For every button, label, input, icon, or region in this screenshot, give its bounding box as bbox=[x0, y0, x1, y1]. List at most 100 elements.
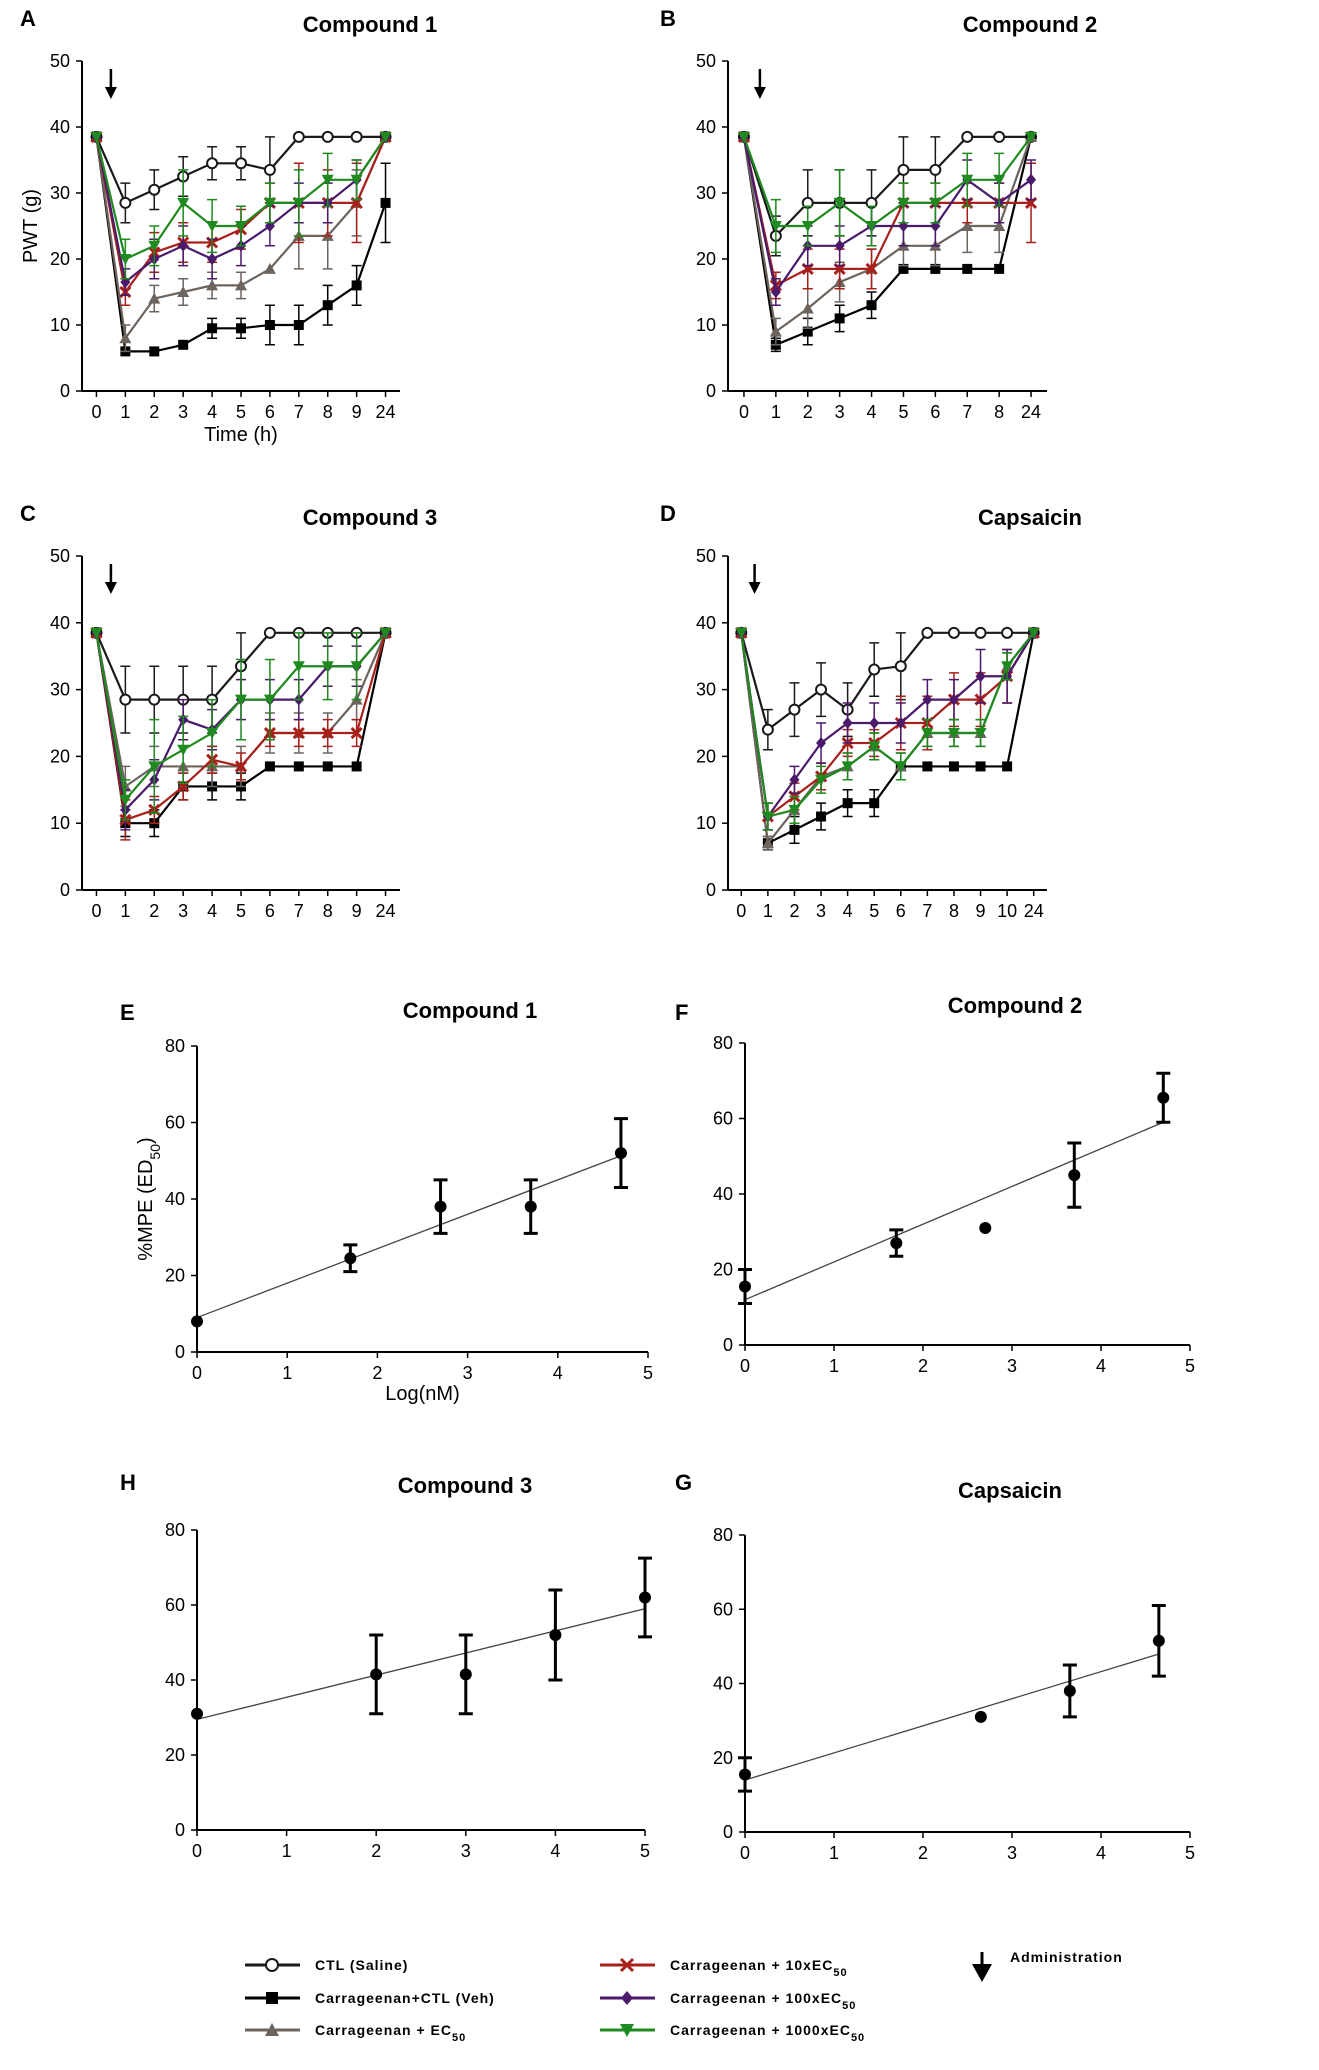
legend-label: Administration bbox=[1010, 1949, 1123, 1965]
data-point bbox=[119, 693, 132, 706]
panel-title: Compound 1 bbox=[403, 998, 537, 1023]
fit-line bbox=[744, 1653, 1160, 1781]
panel-letter: H bbox=[120, 1470, 136, 1495]
panel-letter: D bbox=[660, 501, 676, 526]
y-tick-label: 80 bbox=[165, 1520, 185, 1540]
series-line bbox=[740, 632, 1035, 820]
panel-title: Compound 2 bbox=[948, 993, 1082, 1018]
x-tick-label: 7 bbox=[962, 402, 972, 422]
data-point bbox=[833, 197, 846, 209]
y-tick-label: 0 bbox=[175, 1820, 185, 1840]
legend-item-veh: Carrageenan+CTL (Veh) bbox=[245, 1990, 495, 2006]
data-point bbox=[769, 221, 782, 232]
data-point bbox=[894, 761, 907, 773]
x-tick-label: 5 bbox=[236, 402, 246, 422]
y-tick-label: 40 bbox=[696, 117, 716, 137]
y-tick-label: 40 bbox=[165, 1189, 185, 1209]
x-tick-label: 7 bbox=[294, 402, 304, 422]
x-tick-label: 1 bbox=[829, 1843, 839, 1863]
series-x1000 bbox=[737, 131, 1038, 254]
panel-H: H Compound 3 0 1 2 3 4 5 0 20 40 60 80 bbox=[120, 1470, 652, 1861]
data-point bbox=[922, 693, 933, 706]
data-point bbox=[207, 323, 218, 334]
x-tick-label: 1 bbox=[120, 901, 130, 921]
x-tick-label: 4 bbox=[867, 402, 877, 422]
data-point bbox=[379, 131, 392, 143]
data-point bbox=[148, 292, 161, 304]
y-tick-label: 60 bbox=[713, 1109, 733, 1129]
data-point bbox=[350, 174, 363, 186]
data-point bbox=[206, 279, 219, 291]
x-tick-label: 3 bbox=[178, 901, 188, 921]
fit-line bbox=[196, 1155, 622, 1319]
data-point bbox=[869, 717, 880, 729]
panel-title: Compound 1 bbox=[303, 12, 437, 37]
data-point bbox=[961, 130, 974, 143]
data-point bbox=[206, 157, 219, 170]
data-point bbox=[178, 239, 189, 252]
y-tick-label: 20 bbox=[713, 1748, 733, 1768]
x-tick-label: 2 bbox=[918, 1843, 928, 1863]
data-point bbox=[263, 163, 276, 176]
data-point bbox=[148, 693, 161, 706]
panel-F: F Compound 2 0 1 2 3 4 5 0 20 40 60 80 bbox=[675, 993, 1195, 1376]
panel-B: B Compound 2 0 1 2 3 4 5 6 7 8 24 0 10 20 30 40 50 bbox=[660, 6, 1097, 422]
x-tick-label: 0 bbox=[740, 1356, 750, 1376]
data-point bbox=[842, 798, 853, 809]
panel-letter: G bbox=[675, 1470, 692, 1495]
y-tick-label: 30 bbox=[50, 183, 70, 203]
x-axis-label: Time (h) bbox=[204, 424, 278, 446]
panel-letter: B bbox=[660, 6, 676, 31]
y-tick-label: 40 bbox=[713, 1674, 733, 1694]
legend-label: Carrageenan + 10xEC50 bbox=[670, 1957, 848, 1979]
x-tick-label: 3 bbox=[1007, 1843, 1017, 1863]
data-point bbox=[789, 824, 800, 835]
y-tick-label: 60 bbox=[165, 1113, 185, 1133]
data-point bbox=[1001, 661, 1014, 673]
x-tick-label: 2 bbox=[803, 402, 813, 422]
legend-marker bbox=[621, 1991, 633, 2005]
data-point bbox=[235, 157, 247, 170]
data-point bbox=[993, 174, 1006, 186]
data-point bbox=[975, 670, 986, 683]
legend-marker bbox=[266, 1992, 278, 2004]
y-tick-label: 20 bbox=[696, 746, 716, 766]
data-point bbox=[962, 263, 973, 274]
data-point bbox=[119, 794, 132, 806]
data-point bbox=[380, 197, 391, 208]
y-axis-label-close: ) bbox=[135, 1137, 157, 1144]
data-point bbox=[148, 761, 161, 773]
data-point bbox=[263, 262, 276, 274]
y-tick-label: 10 bbox=[50, 813, 70, 833]
y-tick-label: 0 bbox=[706, 880, 716, 900]
data-point bbox=[930, 263, 941, 274]
data-point bbox=[801, 302, 814, 314]
data-point bbox=[1068, 1169, 1081, 1182]
x-tick-label: 24 bbox=[1024, 901, 1044, 921]
data-point bbox=[842, 717, 853, 729]
data-point bbox=[897, 163, 910, 176]
legend-item-administration: Administration bbox=[972, 1949, 1123, 1982]
data-point bbox=[119, 196, 132, 209]
panel-letter: A bbox=[20, 6, 36, 31]
y-tick-label: 20 bbox=[165, 1745, 185, 1765]
data-point bbox=[761, 837, 774, 849]
data-point bbox=[897, 197, 910, 209]
data-point bbox=[1063, 1684, 1076, 1697]
y-tick-label: 20 bbox=[713, 1260, 733, 1280]
data-point bbox=[974, 1710, 987, 1723]
data-point bbox=[737, 131, 750, 143]
panel-title: Compound 3 bbox=[398, 1473, 532, 1498]
data-point bbox=[865, 262, 878, 275]
y-tick-label: 50 bbox=[50, 51, 70, 71]
data-point bbox=[90, 131, 103, 143]
y-axis-label: PWT (g) bbox=[20, 189, 42, 263]
x-tick-label: 3 bbox=[178, 402, 188, 422]
data-point bbox=[639, 1591, 651, 1604]
series-x10 bbox=[735, 626, 1040, 831]
x-tick-label: 4 bbox=[553, 1363, 563, 1383]
y-tick-label: 0 bbox=[175, 1342, 185, 1362]
x-tick-label: 9 bbox=[352, 402, 362, 422]
legend-label: Carrageenan+CTL (Veh) bbox=[315, 1990, 495, 2006]
data-point bbox=[922, 761, 933, 772]
